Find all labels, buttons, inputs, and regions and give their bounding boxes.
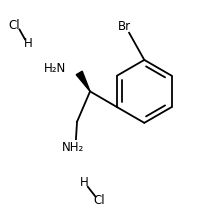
Text: Cl: Cl [8,19,20,32]
Text: Cl: Cl [93,194,105,207]
Polygon shape [76,71,90,91]
Text: H₂N: H₂N [44,62,66,75]
Text: H: H [80,176,89,189]
Text: H: H [24,37,33,50]
Text: NH₂: NH₂ [62,141,84,154]
Text: Br: Br [118,20,131,33]
